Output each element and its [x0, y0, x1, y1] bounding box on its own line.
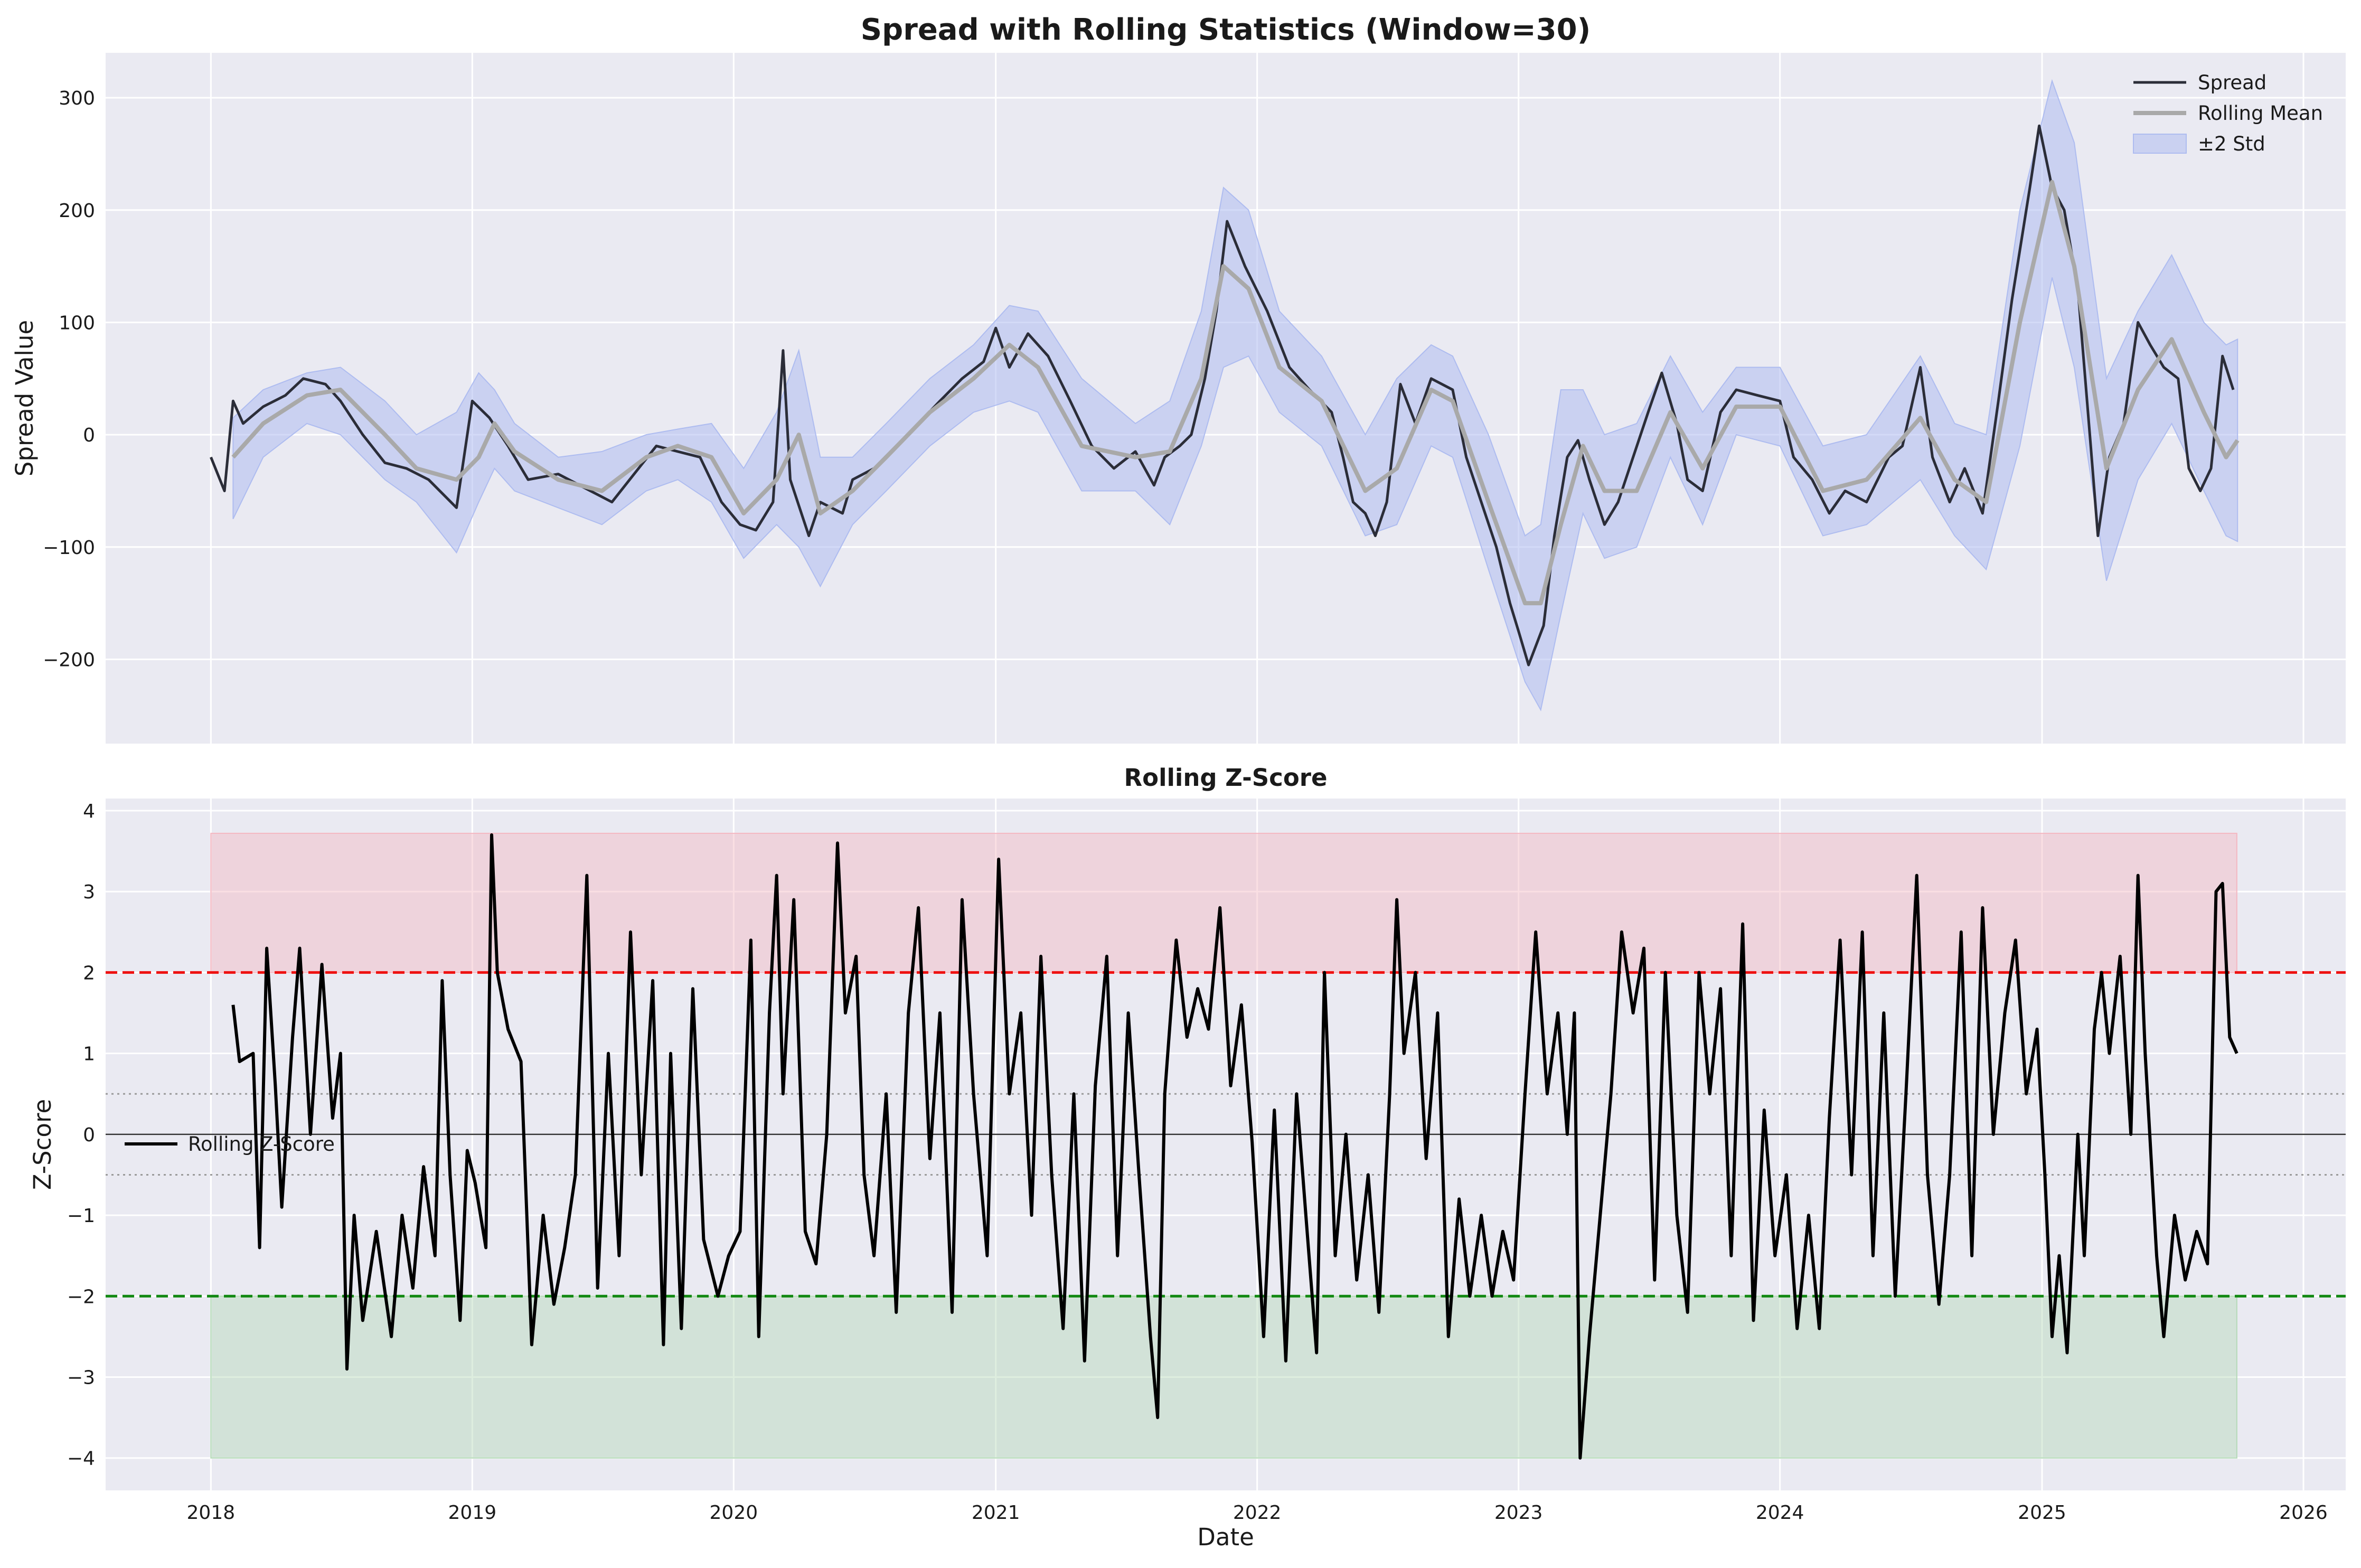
zscore-y-tick-label: 3 — [83, 881, 95, 903]
date-x-tick-label: 2022 — [1233, 1502, 1282, 1524]
zscore-y-tick-label: −3 — [67, 1367, 95, 1388]
spread-y-tick-label: −100 — [43, 537, 95, 559]
spread-line — [210, 124, 2235, 666]
zscore-y-ticks: −4 −3 −2 −1 0 1 2 3 4 — [67, 801, 95, 1470]
date-x-tick-label: 2024 — [1756, 1502, 1804, 1524]
zscore-y-tick-label: 0 — [83, 1124, 95, 1146]
date-x-ticks: 2018 2019 2020 2021 2022 2023 2024 2025 2026 — [187, 1502, 2328, 1524]
spread-y-tick-label: −200 — [43, 649, 95, 671]
legend-label-zscore: Rolling Z-Score — [188, 1133, 335, 1156]
legend-label-spread: Spread — [2198, 71, 2266, 94]
zscore-y-tick-label: 4 — [83, 801, 95, 822]
spread-legend: Spread Rolling Mean ±2 Std — [2133, 71, 2323, 155]
spread-y-tick-label: 100 — [59, 312, 95, 334]
spread-y-tick-label: 300 — [59, 88, 95, 109]
date-x-tick-label: 2020 — [710, 1502, 758, 1524]
zscore-lines-layer — [231, 833, 2238, 1460]
date-x-tick-label: 2018 — [187, 1502, 236, 1524]
date-x-tick-label: 2021 — [972, 1502, 1020, 1524]
zscore-shaded-regions — [210, 832, 2237, 1459]
rolling-mean-line — [231, 180, 2240, 606]
zscore-y-tick-label: 1 — [83, 1044, 95, 1065]
zscore-line — [231, 833, 2238, 1460]
spread-chart-title: Spread with Rolling Statistics (Window=3… — [861, 13, 1591, 47]
date-x-tick-label: 2023 — [1494, 1502, 1543, 1524]
zscore-y-tick-label: −4 — [67, 1448, 95, 1470]
date-x-tick-label: 2025 — [2018, 1502, 2066, 1524]
zscore-y-tick-label: 2 — [83, 962, 95, 984]
spread-panel: −200 −100 0 100 200 300 Spread with Rolling S… — [11, 13, 2346, 744]
spread-y-ticks: −200 −100 0 100 200 300 — [43, 88, 95, 671]
legend-swatch-std-band — [2133, 134, 2187, 154]
legend-label-rolling-mean: Rolling Mean — [2198, 102, 2323, 125]
zscore-plot-area — [106, 799, 2346, 1490]
date-x-tick-label: 2019 — [448, 1502, 497, 1524]
zscore-reference-lines — [106, 971, 2346, 1298]
legend-label-std-band: ±2 Std — [2198, 133, 2265, 155]
oversold-region — [210, 1295, 2237, 1459]
zscore-chart-title: Rolling Z-Score — [1124, 764, 1328, 792]
zscore-legend: Rolling Z-Score — [125, 1133, 335, 1156]
zscore-y-tick-label: −1 — [67, 1205, 95, 1227]
spread-lines-layer — [210, 124, 2240, 666]
zscore-y-tick-label: −2 — [67, 1286, 95, 1308]
date-x-axis-label: Date — [1197, 1523, 1254, 1551]
spread-y-tick-label: 0 — [83, 425, 95, 446]
date-x-tick-label: 2026 — [2279, 1502, 2328, 1524]
spread-y-tick-label: 200 — [59, 200, 95, 222]
spread-y-axis-label: Spread Value — [11, 320, 39, 476]
zscore-y-axis-label: Z-Score — [29, 1099, 57, 1190]
